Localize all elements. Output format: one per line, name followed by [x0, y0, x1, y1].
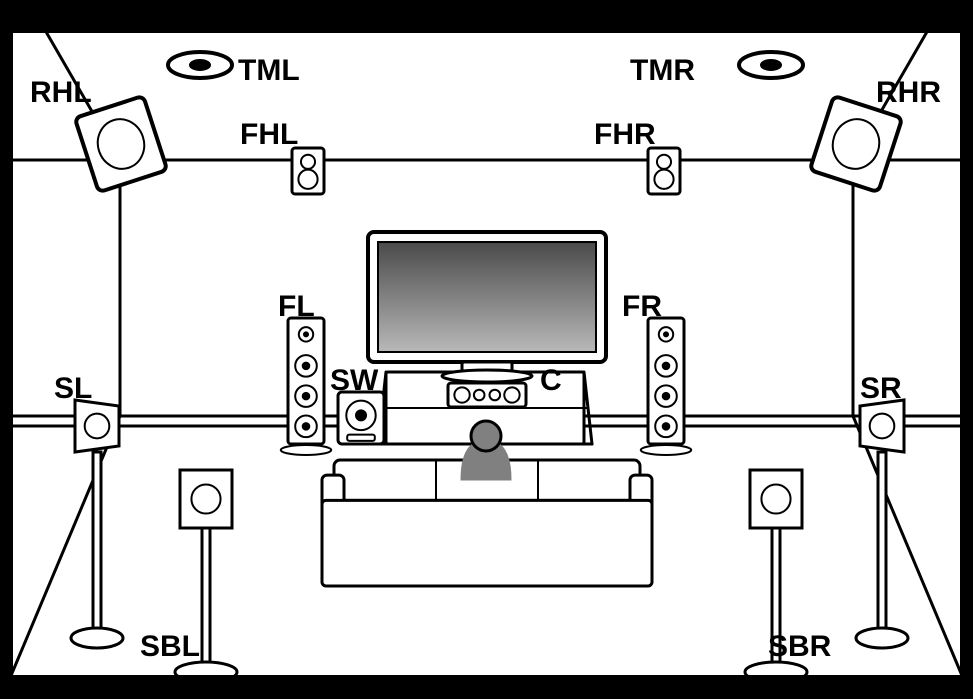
label-rhr: RHR: [876, 76, 941, 110]
label-rhl: RHL: [30, 76, 92, 110]
label-sbl: SBL: [140, 630, 200, 664]
label-tmr: TMR: [630, 54, 695, 88]
label-fl: FL: [278, 290, 315, 324]
diagram-svg: [0, 0, 973, 699]
label-sr: SR: [860, 372, 902, 406]
label-c: C: [540, 364, 562, 398]
label-fr: FR: [622, 290, 662, 324]
label-sbr: SBR: [768, 630, 831, 664]
label-tml: TML: [238, 54, 300, 88]
label-fhl: FHL: [240, 118, 298, 152]
label-sw: SW: [330, 364, 378, 398]
diagram-canvas: TML TMR RHL RHR FHL FHR FL FR SW C SL SR…: [0, 0, 973, 699]
label-fhr: FHR: [594, 118, 656, 152]
label-sl: SL: [54, 372, 92, 406]
